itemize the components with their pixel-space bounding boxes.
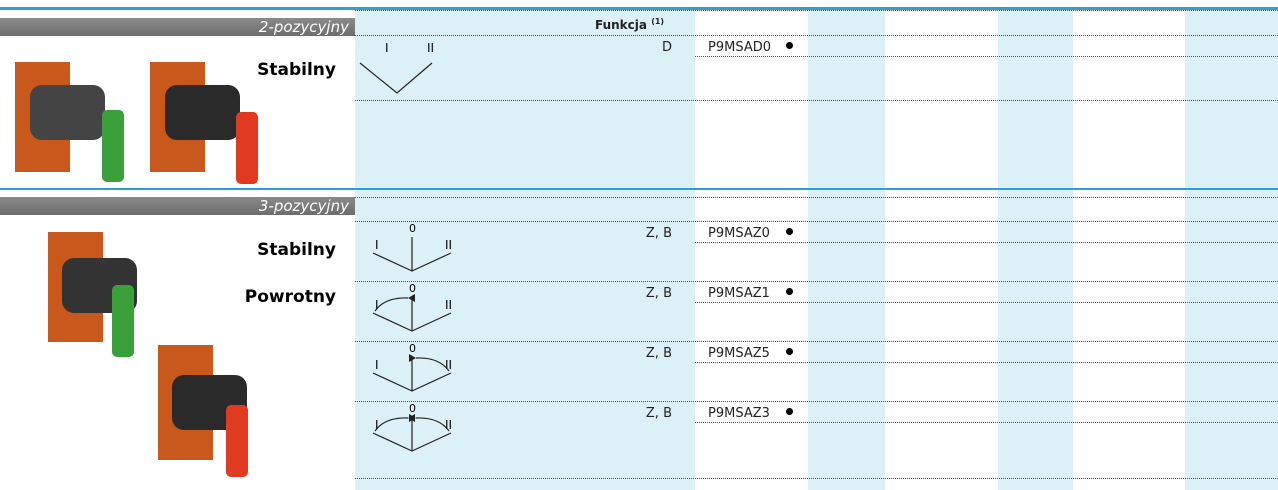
switch-photo: [150, 62, 258, 184]
availability-dot: [786, 348, 793, 355]
position-label: I: [375, 358, 379, 372]
code-rule: [695, 422, 1278, 423]
product-code: P9MSAD0: [708, 40, 771, 55]
row-rule: [355, 478, 1278, 479]
availability-dot: [786, 228, 793, 235]
switch-diagram: [359, 62, 433, 94]
footnote-mark: (1): [651, 17, 665, 26]
position-label: II: [445, 418, 452, 432]
product-photos: [15, 62, 258, 477]
arrow-head: [409, 414, 416, 422]
switch-photo: [158, 345, 248, 477]
row-rule: [355, 197, 1278, 198]
availability-dot: [786, 408, 793, 415]
top-rule: [0, 7, 1278, 10]
position-label: II: [427, 41, 434, 55]
return-arrow: [374, 417, 409, 432]
row-rule: [355, 281, 1278, 282]
code-rule: [695, 242, 1278, 243]
position-label: I: [375, 238, 379, 252]
position-label: II: [445, 298, 452, 312]
type-label: Stabilny: [257, 60, 336, 80]
column-bg: [1185, 10, 1278, 490]
row-rule: [355, 401, 1278, 402]
position-label: 0: [409, 222, 416, 235]
position-label: II: [445, 358, 452, 372]
availability-dot: [786, 42, 793, 49]
position-label: I: [375, 298, 379, 312]
return-arrow: [415, 417, 450, 432]
arrow-head: [409, 354, 416, 362]
function: Z, B: [645, 286, 672, 301]
function: Z, B: [645, 346, 672, 361]
function-header: Funkcja (1): [595, 17, 664, 32]
row-rule: [355, 221, 1278, 222]
position-label: 0: [409, 402, 416, 415]
type-label: Stabilny: [257, 240, 336, 260]
section-header: 3-pozycyjny: [0, 197, 355, 215]
product-code: P9MSAZ3: [708, 406, 770, 421]
column-bg: [998, 10, 1073, 490]
arrow-head: [408, 294, 415, 302]
product-code: P9MSAZ5: [708, 346, 770, 361]
function: D: [661, 40, 672, 55]
availability-dot: [786, 288, 793, 295]
switch-photo: [15, 62, 124, 182]
switch-photo: [48, 232, 137, 357]
function-label: Funkcja: [595, 18, 647, 32]
row-rule: [355, 35, 1278, 36]
return-arrow: [415, 357, 450, 372]
column-bg: [808, 10, 885, 490]
position-label: I: [375, 418, 379, 432]
position-label: 0: [409, 282, 416, 295]
function: Z, B: [645, 226, 672, 241]
code-rule: [695, 362, 1278, 363]
code-rule: [695, 302, 1278, 303]
section-header: 2-pozycyjny: [0, 18, 355, 36]
product-code: P9MSAZ0: [708, 226, 770, 241]
function: Z, B: [645, 406, 672, 421]
return-arrow: [374, 297, 409, 312]
section-rule: [0, 188, 1278, 190]
row-rule: [355, 10, 1278, 11]
product-code: P9MSAZ1: [708, 286, 770, 301]
row-rule: [355, 341, 1278, 342]
row-rule: [355, 100, 1278, 101]
code-rule: [695, 56, 1278, 57]
position-label: II: [445, 238, 452, 252]
position-label: 0: [409, 342, 416, 355]
type-label: Powrotny: [244, 287, 336, 307]
position-label: I: [385, 41, 389, 55]
